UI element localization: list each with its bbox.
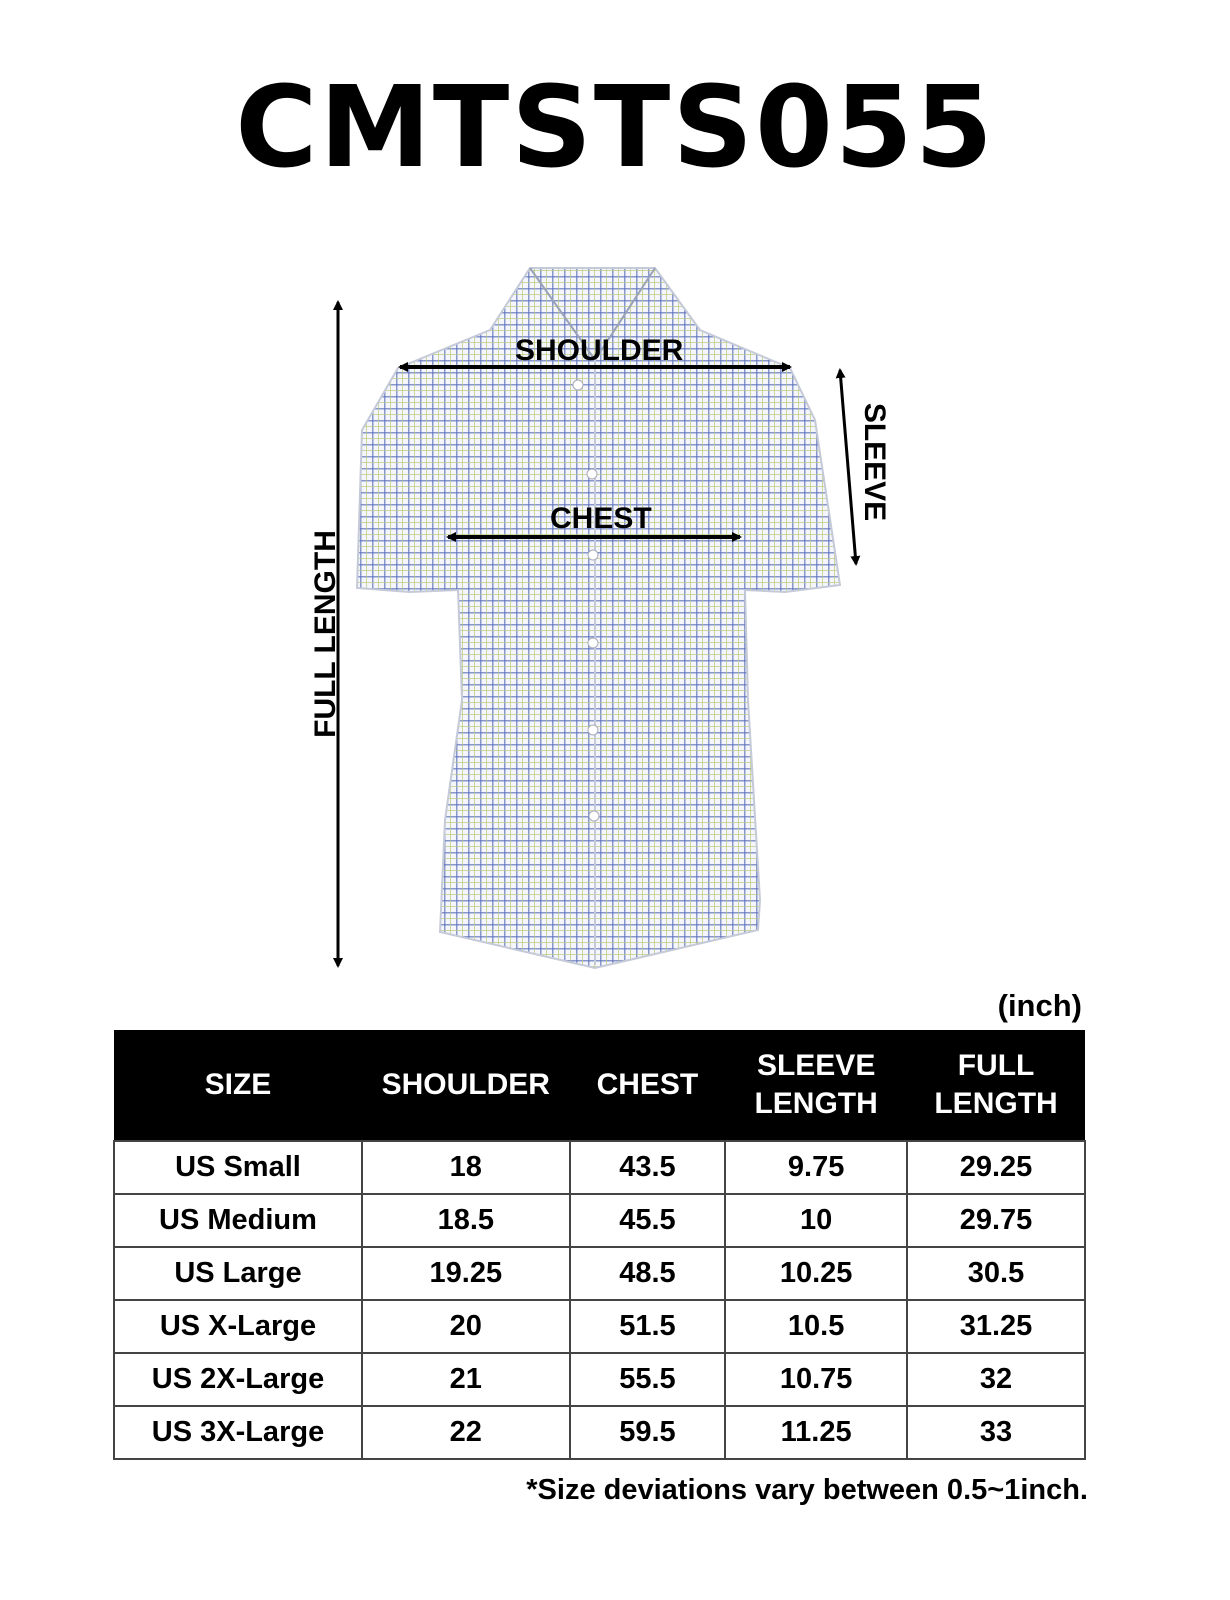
table-cell: 10.75 [724,1352,909,1407]
table-row: US X-Large 20 51.5 10.5 31.25 [113,1299,1086,1354]
sleeve-arrow [835,368,861,566]
size-deviation-note: *Size deviations vary between 0.5~1inch. [526,1474,1088,1506]
table-cell: 21 [360,1352,571,1407]
table-row: US 2X-Large 21 55.5 10.75 32 [113,1352,1086,1407]
table-cell: 45.5 [568,1193,727,1248]
chest-label: CHEST [550,502,652,535]
table-cell: US 2X-Large [113,1352,363,1407]
table-cell: US X-Large [113,1299,363,1354]
header-chest: CHEST [569,1030,726,1141]
unit-label: (inch) [997,988,1082,1023]
table-cell: 19.25 [360,1246,571,1301]
table-cell: 48.5 [568,1246,727,1301]
shirt-image [355,267,842,970]
table-cell: 10.5 [724,1299,909,1354]
full-length-label: FULL LENGTH [308,530,342,738]
table-cell: 32 [906,1352,1086,1407]
header-size: SIZE [114,1030,362,1141]
table-cell: 51.5 [568,1299,727,1354]
table-cell: 29.25 [906,1140,1086,1195]
table-cell: 59.5 [568,1405,727,1460]
sleeve-label: SLEEVE [858,402,892,522]
table-cell: 20 [360,1299,571,1354]
table-cell: 10 [724,1193,909,1248]
table-cell: US Large [113,1246,363,1301]
header-full-length: FULL LENGTH [907,1030,1085,1141]
table-row: US Medium 18.5 45.5 10 29.75 [113,1193,1086,1248]
table-row: US 3X-Large 22 59.5 11.25 33 [113,1405,1086,1460]
header-shoulder: SHOULDER [361,1030,570,1141]
table-cell: US Small [113,1140,363,1195]
table-cell: 18.5 [360,1193,571,1248]
shirt-measurement-diagram [333,267,861,970]
product-code-title: CMTSTS055 [235,63,995,193]
table-cell: 22 [360,1405,571,1460]
size-table: SIZE SHOULDER CHEST SLEEVE LENGTH FULL L… [113,1030,1086,1460]
table-cell: 11.25 [724,1405,909,1460]
table-cell: 30.5 [906,1246,1086,1301]
table-row: US Large 19.25 48.5 10.25 30.5 [113,1246,1086,1301]
table-cell: 33 [906,1405,1086,1460]
table-cell: 55.5 [568,1352,727,1407]
shoulder-label: SHOULDER [515,334,684,367]
table-cell: US Medium [113,1193,363,1248]
table-row: US Small 18 43.5 9.75 29.25 [113,1140,1086,1195]
table-cell: 9.75 [724,1140,909,1195]
header-sleeve-length: SLEEVE LENGTH [725,1030,908,1141]
table-cell: 43.5 [568,1140,727,1195]
table-header-row: SIZE SHOULDER CHEST SLEEVE LENGTH FULL L… [114,1030,1085,1141]
table-cell: 10.25 [724,1246,909,1301]
table-cell: US 3X-Large [113,1405,363,1460]
table-cell: 29.75 [906,1193,1086,1248]
table-cell: 18 [360,1140,571,1195]
table-cell: 31.25 [906,1299,1086,1354]
